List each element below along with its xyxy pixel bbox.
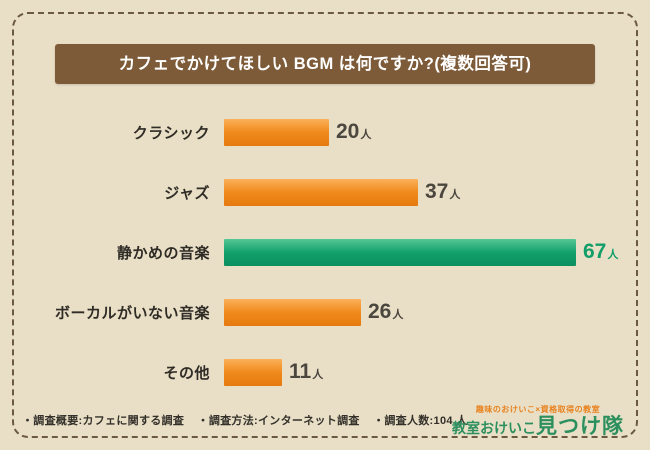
value-number: 20 bbox=[336, 120, 360, 143]
bar bbox=[224, 358, 282, 386]
value-number: 26 bbox=[368, 300, 392, 323]
chart-row: 静かめの音楽 67人 bbox=[28, 222, 632, 282]
value-label: 11人 bbox=[289, 360, 323, 384]
category-label: ジャズ bbox=[164, 184, 210, 202]
logo-name: 教室おけいこ見つけ隊 bbox=[452, 415, 624, 438]
value-number: 37 bbox=[425, 180, 449, 203]
chart: クラシック 20人 ジャズ 37人 静かめの音楽 67人 ボーカルがいない音楽 … bbox=[28, 102, 632, 402]
value-label: 20人 bbox=[336, 120, 371, 144]
category-label: 静かめの音楽 bbox=[116, 244, 210, 262]
bar bbox=[224, 118, 329, 146]
value-unit: 人 bbox=[392, 309, 404, 321]
chart-row: クラシック 20人 bbox=[28, 102, 632, 162]
chart-title: カフェでかけてほしい BGM は何ですか?(複数回答可) bbox=[55, 44, 595, 84]
bar bbox=[224, 298, 361, 326]
value-number: 67 bbox=[583, 240, 607, 263]
category-label: ボーカルがいない音楽 bbox=[54, 304, 210, 322]
value-unit: 人 bbox=[449, 189, 461, 201]
logo-tagline: 趣味のおけいこ×資格取得の教室 bbox=[475, 405, 601, 415]
bar bbox=[224, 178, 418, 206]
value-label: 67人 bbox=[583, 240, 618, 264]
survey-method: ・調査方法:インターネット調査 bbox=[197, 415, 360, 427]
dashed-border-frame bbox=[12, 12, 638, 438]
survey-count: ・調査人数:104 人 bbox=[373, 415, 468, 427]
bar bbox=[224, 238, 576, 266]
chart-row: ジャズ 37人 bbox=[28, 162, 632, 222]
brand-logo: 趣味のおけいこ×資格取得の教室 教室おけいこ見つけ隊 bbox=[452, 405, 624, 438]
chart-row: ボーカルがいない音楽 26人 bbox=[28, 282, 632, 342]
category-label: クラシック bbox=[132, 124, 210, 142]
value-unit: 人 bbox=[312, 369, 324, 381]
category-label: その他 bbox=[163, 364, 210, 382]
survey-overview: ・調査概要:カフェに関する調査 bbox=[22, 415, 185, 427]
value-unit: 人 bbox=[360, 129, 372, 141]
survey-footer: ・調査概要:カフェに関する調査 ・調査方法:インターネット調査 ・調査人数:10… bbox=[22, 412, 477, 428]
chart-row: その他 11人 bbox=[28, 342, 632, 402]
logo-name-small: 教室おけいこ bbox=[452, 419, 536, 436]
value-label: 26人 bbox=[368, 300, 403, 324]
logo-name-large: 見つけ隊 bbox=[536, 414, 624, 438]
value-label: 37人 bbox=[425, 180, 460, 204]
value-unit: 人 bbox=[607, 249, 619, 261]
value-number: 11 bbox=[289, 360, 312, 383]
